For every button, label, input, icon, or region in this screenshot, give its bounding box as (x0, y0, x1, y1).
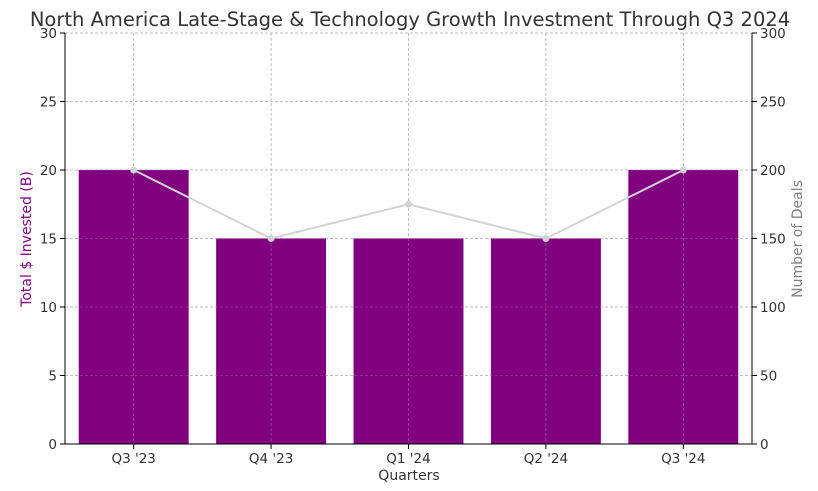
bar-series (65, 32, 752, 445)
y-tick-label: 0 (48, 437, 57, 453)
y-tick-label: 30 (40, 26, 57, 42)
y2-tick-label: 250 (760, 95, 786, 111)
deals-point (679, 166, 687, 174)
x-tick-label: Q2 '24 (524, 451, 568, 467)
deals-point (405, 200, 412, 208)
y-tick-label: 15 (40, 232, 57, 248)
y2-tick-label: 300 (760, 26, 786, 42)
y-tick-label: 5 (48, 369, 57, 385)
chart-title: North America Late-Stage & Technology Gr… (30, 8, 790, 31)
y2-tick-label: 150 (760, 232, 786, 248)
deals-point (130, 166, 138, 174)
deals-point (542, 235, 550, 242)
x-tick-label: Q3 '23 (111, 451, 155, 467)
deals-point (267, 235, 275, 242)
y-tick-label: 25 (40, 95, 57, 111)
y-axis-label: Total $ Invested (B) (19, 171, 35, 308)
y-tick-label: 20 (40, 163, 57, 179)
y2-tick-label: 50 (760, 369, 777, 385)
x-tick-label: Q1 '24 (386, 451, 430, 467)
y2-tick-label: 0 (760, 437, 769, 453)
y2-tick-label: 200 (760, 163, 786, 179)
y2-tick-label: 100 (760, 300, 786, 316)
x-tick-label: Q3 '24 (661, 451, 705, 467)
x-tick-label: Q4 '23 (249, 451, 293, 467)
y-tick-label: 10 (40, 300, 57, 316)
line-series (130, 166, 687, 242)
y2-axis-label: Number of Deals (790, 180, 806, 298)
x-axis-label: Quarters (378, 468, 439, 484)
